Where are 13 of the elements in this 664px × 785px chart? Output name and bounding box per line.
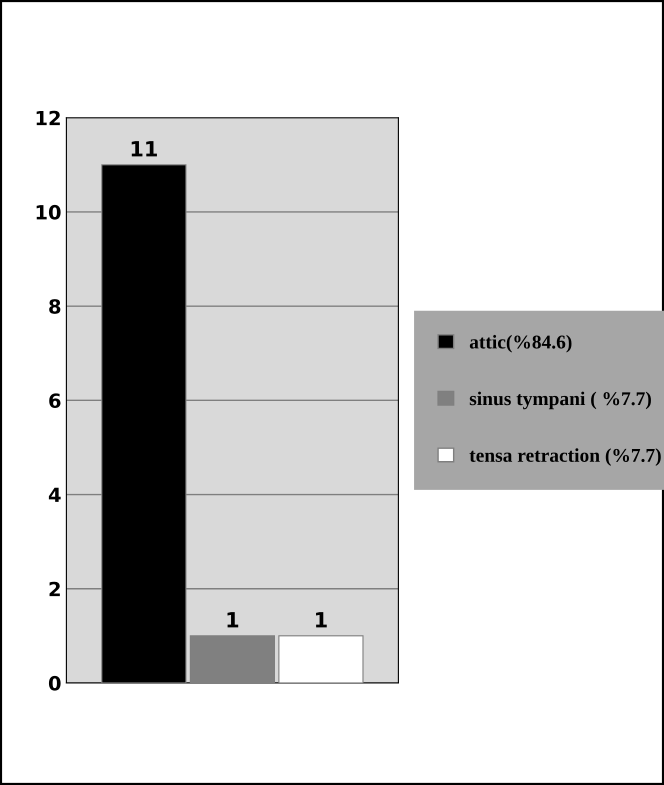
legend-label: attic(%84.6) [470, 334, 572, 353]
y-tick-label: 0 [48, 676, 61, 691]
y-tick-label: 10 [36, 204, 61, 220]
y-tick-label: 12 [36, 110, 60, 126]
data-label: 11 [132, 141, 157, 156]
legend-label: tensa retraction (%7.7) [470, 448, 661, 466]
y-tick-label: 6 [49, 393, 60, 408]
y-tick-label: 2 [50, 582, 60, 596]
data-label: 1 [228, 612, 238, 628]
y-tick-label: 4 [48, 488, 61, 502]
data-label: 1 [316, 612, 327, 628]
legend-label: sinus tympani ( %7.7) [470, 392, 651, 410]
y-tick-label: 8 [49, 299, 60, 314]
